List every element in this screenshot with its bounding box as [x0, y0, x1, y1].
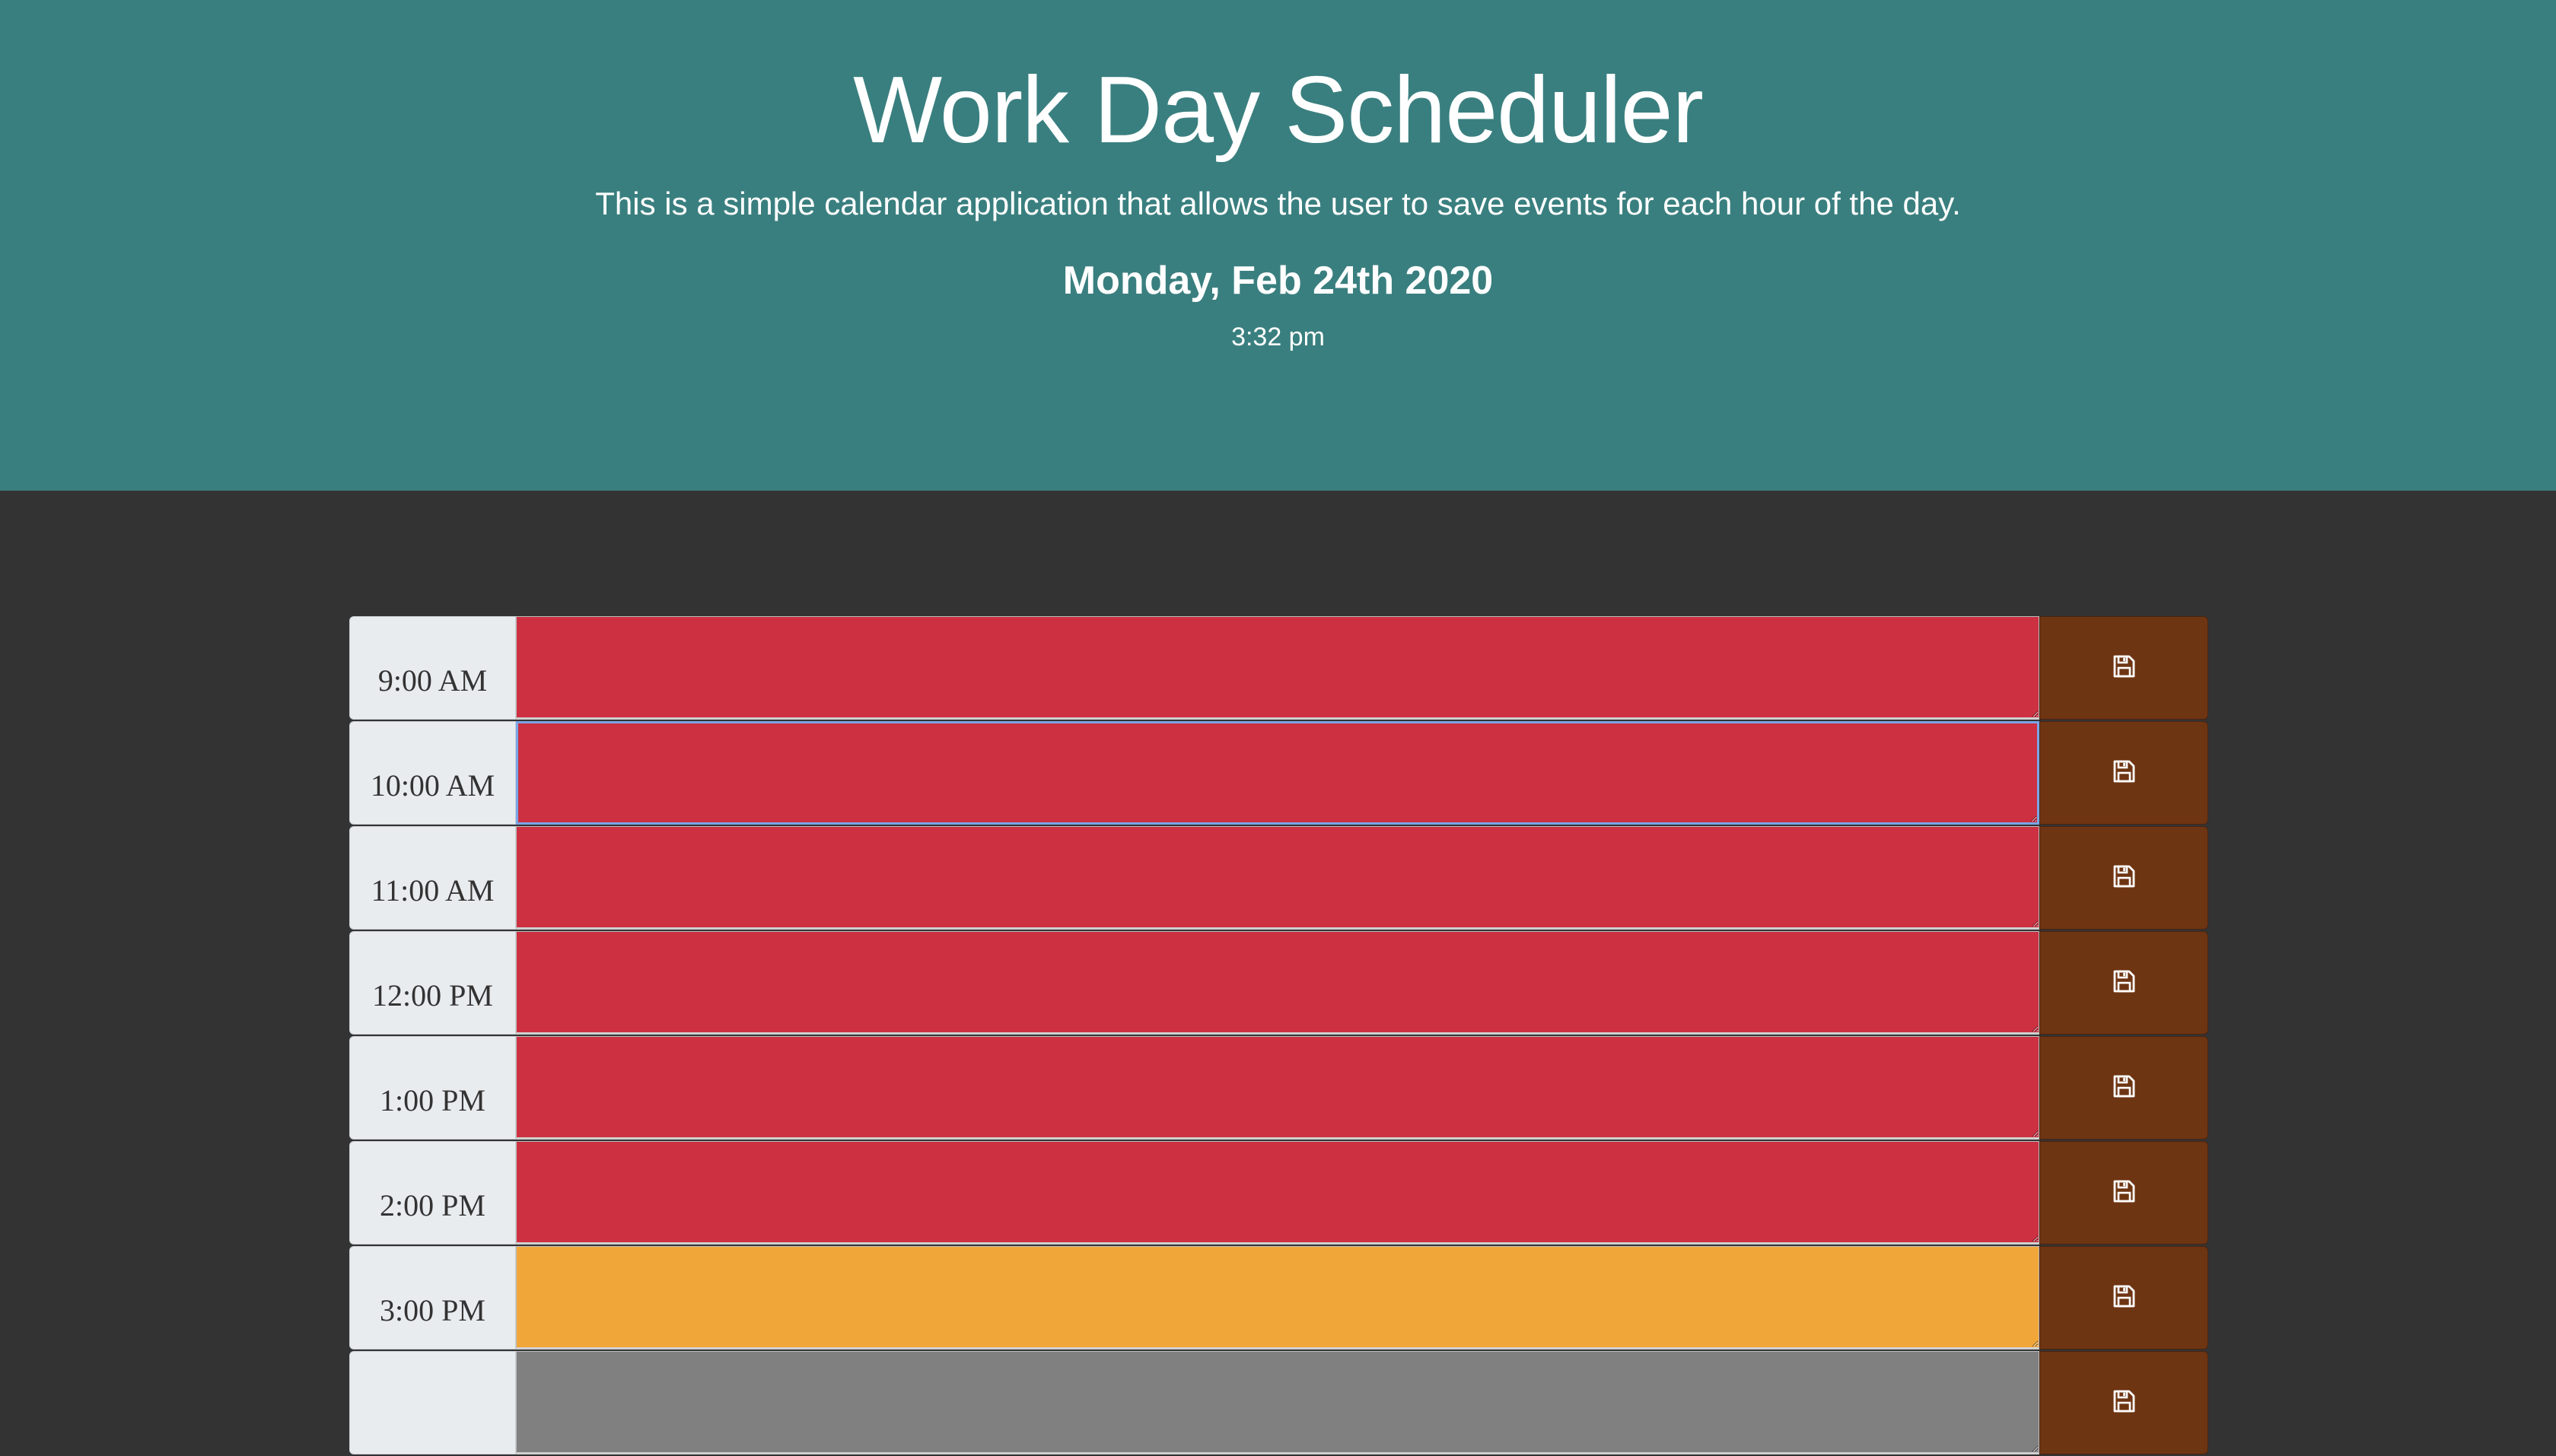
save-button[interactable] [2039, 1246, 2208, 1350]
event-description-input[interactable] [516, 1141, 2039, 1245]
save-button[interactable] [2039, 721, 2208, 825]
floppy-disk-icon [2113, 760, 2135, 783]
hour-label: 3:00 PM [349, 1246, 516, 1350]
time-block-row: 3:00 PM [349, 1246, 2208, 1351]
floppy-disk-icon [2113, 970, 2135, 993]
floppy-disk-icon [2113, 1075, 2135, 1098]
save-button[interactable] [2039, 616, 2208, 720]
page-description: This is a simple calendar application th… [595, 186, 1961, 221]
floppy-disk-icon [2113, 1285, 2135, 1308]
event-description-input[interactable] [516, 931, 2039, 1035]
event-description-input[interactable] [516, 1036, 2039, 1140]
save-button[interactable] [2039, 1351, 2208, 1454]
event-description-input[interactable] [516, 1246, 2039, 1350]
current-time: 3:32 pm [1231, 323, 1325, 351]
jumbotron-header: Work Day Scheduler This is a simple cale… [0, 0, 2556, 491]
time-block-list: 9:00 AM 10:00 AM 11:00 AM 12:00 PM 1:00 PM 2:… [349, 616, 2208, 1456]
hour-label: 12:00 PM [349, 931, 516, 1035]
floppy-disk-icon [2113, 1180, 2135, 1203]
time-block-row: 9:00 AM [349, 616, 2208, 721]
hour-label: 9:00 AM [349, 616, 516, 720]
save-button[interactable] [2039, 826, 2208, 930]
page-title: Work Day Scheduler [853, 58, 1704, 163]
event-description-input[interactable] [516, 1351, 2039, 1454]
time-block-row: 11:00 AM [349, 826, 2208, 931]
hour-label [349, 1351, 516, 1454]
time-block-row: 1:00 PM [349, 1036, 2208, 1141]
floppy-disk-icon [2113, 1390, 2135, 1413]
time-block-row [349, 1351, 2208, 1456]
floppy-disk-icon [2113, 655, 2135, 678]
scheduler-container: 9:00 AM 10:00 AM 11:00 AM 12:00 PM 1:00 PM 2:… [0, 491, 2556, 1454]
hour-label: 1:00 PM [349, 1036, 516, 1140]
save-button[interactable] [2039, 931, 2208, 1035]
save-button[interactable] [2039, 1141, 2208, 1245]
hour-label: 10:00 AM [349, 721, 516, 825]
hour-label: 2:00 PM [349, 1141, 516, 1245]
event-description-input[interactable] [516, 616, 2039, 720]
time-block-row: 12:00 PM [349, 931, 2208, 1036]
event-description-input[interactable] [516, 721, 2039, 825]
floppy-disk-icon [2113, 865, 2135, 888]
time-block-row: 10:00 AM [349, 721, 2208, 826]
current-date: Monday, Feb 24th 2020 [1062, 259, 1494, 303]
hour-label: 11:00 AM [349, 826, 516, 930]
event-description-input[interactable] [516, 826, 2039, 930]
time-block-row: 2:00 PM [349, 1141, 2208, 1246]
save-button[interactable] [2039, 1036, 2208, 1140]
